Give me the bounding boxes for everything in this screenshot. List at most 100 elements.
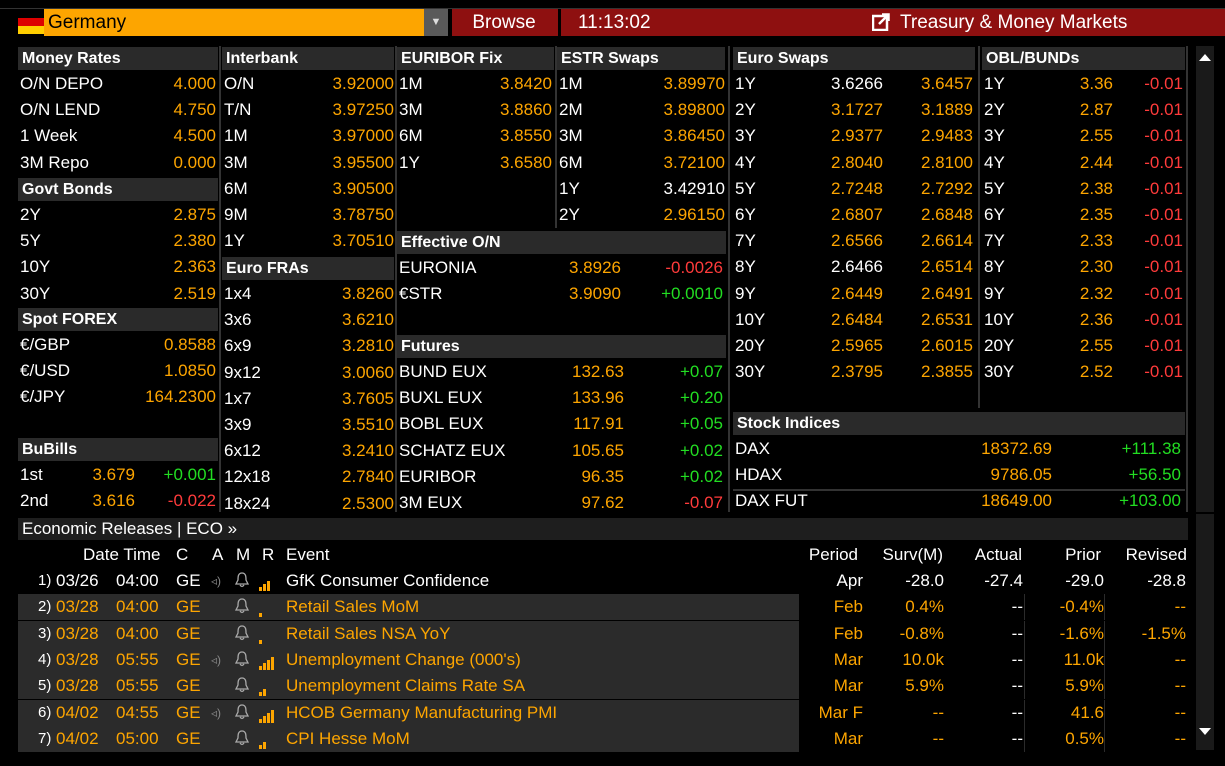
obl-bunds-row[interactable]: 7Y 2.33 -0.01 xyxy=(982,228,1185,254)
euro-fras-row[interactable]: 3x6 3.6210 xyxy=(222,307,394,333)
interbank-row[interactable]: 9M 3.78750 xyxy=(222,202,394,228)
euro-fras-row[interactable]: 12x18 2.7840 xyxy=(222,464,394,490)
govt-bonds-row[interactable]: 10Y 2.363 xyxy=(18,254,218,280)
obl-bunds-row[interactable]: 10Y 2.36 -0.01 xyxy=(982,307,1185,333)
spot-forex-row[interactable]: €/USD 1.0850 xyxy=(18,358,218,384)
money-rates-row[interactable]: O/N DEPO 4.000 xyxy=(18,71,218,97)
euro-swaps-row[interactable]: 7Y 2.6566 2.6614 xyxy=(733,228,975,254)
effective-on-row[interactable]: €STR 3.9090 +0.0010 xyxy=(397,281,726,307)
govt-bonds-row[interactable]: 2Y 2.875 xyxy=(18,202,218,228)
money-rates-row[interactable]: 1 Week 4.500 xyxy=(18,123,218,149)
euro-fras-row[interactable]: 6x12 3.2410 xyxy=(222,438,394,464)
stock-index-row[interactable]: DAX FUT 18649.00 +103.00 xyxy=(733,488,1185,514)
money-rates-row[interactable]: O/N LEND 4.750 xyxy=(18,97,218,123)
futures-row[interactable]: SCHATZ EUX 105.65 +0.02 xyxy=(397,438,726,464)
eco-row[interactable]: 6) 04/02 04:55 GE ◃) HCOB Germany Manufacturi… xyxy=(18,699,1189,729)
euro-swaps-row[interactable]: 9Y 2.6449 2.6491 xyxy=(733,281,975,307)
scroll-up-icon[interactable] xyxy=(1199,54,1211,61)
eco-header-actual[interactable]: Actual xyxy=(974,545,1022,564)
futures-row[interactable]: BUND EUX 132.63 +0.07 xyxy=(397,359,726,385)
scrollbar-top[interactable] xyxy=(1196,46,1214,512)
govt-bonds-row[interactable]: 5Y 2.380 xyxy=(18,228,218,254)
chevron-down-icon[interactable]: ▼ xyxy=(424,9,448,36)
eco-row[interactable]: 1) 03/26 04:00 GE ◃) GfK Consumer Confidence A… xyxy=(18,568,1189,597)
futures-row[interactable]: 3M EUX 97.62 -0.07 xyxy=(397,490,726,516)
interbank-row[interactable]: 6M 3.90500 xyxy=(222,176,394,202)
futures-row[interactable]: BUXL EUX 133.96 +0.20 xyxy=(397,385,726,411)
euro-swaps-row[interactable]: 4Y 2.8040 2.8100 xyxy=(733,150,975,176)
eco-row[interactable]: 4) 03/28 05:55 GE ◃) Unemployment Change (000… xyxy=(18,646,1189,676)
eco-header-datetime[interactable]: Date Time xyxy=(83,545,161,564)
interbank-row[interactable]: T/N 3.97250 xyxy=(222,97,394,123)
euribor-fix-row[interactable]: 1Y 3.6580 xyxy=(397,150,554,176)
obl-bunds-row[interactable]: 4Y 2.44 -0.01 xyxy=(982,150,1185,176)
bell-icon[interactable] xyxy=(234,676,250,702)
eco-section-title[interactable]: Economic Releases | ECO » xyxy=(18,518,1188,540)
obl-bunds-row[interactable]: 5Y 2.38 -0.01 xyxy=(982,176,1185,202)
obl-bunds-row[interactable]: 9Y 2.32 -0.01 xyxy=(982,281,1185,307)
effective-on-row[interactable]: EURONIA 3.8926 -0.0026 xyxy=(397,255,726,281)
obl-bunds-row[interactable]: 8Y 2.30 -0.01 xyxy=(982,254,1185,280)
interbank-row[interactable]: 3M 3.95500 xyxy=(222,150,394,176)
euro-swaps-row[interactable]: 10Y 2.6484 2.6531 xyxy=(733,307,975,333)
euro-fras-row[interactable]: 1x7 3.7605 xyxy=(222,386,394,412)
eco-row[interactable]: 7) 04/02 05:00 GE CPI Hesse MoM Mar -- -- 0.5% -- xyxy=(18,725,1189,755)
estr-swaps-row[interactable]: 2Y 2.96150 xyxy=(557,202,725,228)
eco-header-revised[interactable]: Revised xyxy=(1125,545,1187,564)
eco-header-a[interactable]: A xyxy=(212,545,224,564)
stock-index-row[interactable]: DAX 18372.69 +111.38 xyxy=(733,436,1185,462)
money-rates-row[interactable]: 3M Repo 0.000 xyxy=(18,150,218,176)
euro-swaps-row[interactable]: 20Y 2.5965 2.6015 xyxy=(733,333,975,359)
obl-bunds-row[interactable]: 1Y 3.36 -0.01 xyxy=(982,71,1185,97)
euro-fras-row[interactable]: 3x9 3.5510 xyxy=(222,412,394,438)
interbank-row[interactable]: O/N 3.92000 xyxy=(222,71,394,97)
futures-row[interactable]: EURIBOR 96.35 +0.02 xyxy=(397,464,726,490)
euro-swaps-row[interactable]: 8Y 2.6466 2.6514 xyxy=(733,254,975,280)
country-selector[interactable]: Germany xyxy=(44,9,424,36)
euro-swaps-row[interactable]: 2Y 3.1727 3.1889 xyxy=(733,97,975,123)
obl-bunds-row[interactable]: 20Y 2.55 -0.01 xyxy=(982,333,1185,359)
eco-header-prior[interactable]: Prior xyxy=(1065,545,1101,564)
euro-swaps-row[interactable]: 5Y 2.7248 2.7292 xyxy=(733,176,975,202)
bubills-row[interactable]: 1st 3.679 +0.001 xyxy=(18,462,218,488)
estr-swaps-row[interactable]: 2M 3.89800 xyxy=(557,97,725,123)
estr-swaps-row[interactable]: 3M 3.86450 xyxy=(557,123,725,149)
euro-swaps-row[interactable]: 3Y 2.9377 2.9483 xyxy=(733,123,975,149)
eco-header-m[interactable]: M xyxy=(236,545,251,564)
spot-forex-row[interactable]: €/GBP 0.8588 xyxy=(18,332,218,358)
euro-swaps-row[interactable]: 6Y 2.6807 2.6848 xyxy=(733,202,975,228)
euro-fras-row[interactable]: 18x24 2.5300 xyxy=(222,491,394,517)
eco-row[interactable]: 2) 03/28 04:00 GE Retail Sales MoM Feb 0.4% -- -… xyxy=(18,594,1189,623)
estr-swaps-row[interactable]: 1M 3.89970 xyxy=(557,71,725,97)
stock-index-row[interactable]: HDAX 9786.05 +56.50 xyxy=(733,462,1185,488)
bell-icon[interactable] xyxy=(234,624,250,650)
bubills-row[interactable]: 2nd 3.616 -0.022 xyxy=(18,488,218,514)
bell-icon[interactable] xyxy=(234,703,250,729)
eco-header-event[interactable]: Event xyxy=(286,545,330,564)
obl-bunds-row[interactable]: 3Y 2.55 -0.01 xyxy=(982,123,1185,149)
euribor-fix-row[interactable]: 1M 3.8420 xyxy=(397,71,554,97)
estr-swaps-row[interactable]: 1Y 3.42910 xyxy=(557,176,725,202)
eco-header-period[interactable]: Period xyxy=(808,545,858,564)
obl-bunds-row[interactable]: 30Y 2.52 -0.01 xyxy=(982,359,1185,385)
eco-header-c[interactable]: C xyxy=(176,545,189,564)
euribor-fix-row[interactable]: 3M 3.8860 xyxy=(397,97,554,123)
futures-row[interactable]: BOBL EUX 117.91 +0.05 xyxy=(397,411,726,437)
scroll-down-icon[interactable] xyxy=(1199,728,1211,735)
estr-swaps-row[interactable]: 6M 3.72100 xyxy=(557,150,725,176)
eco-row[interactable]: 5) 03/28 05:55 GE Unemployment Claims Rate S… xyxy=(18,673,1189,702)
bell-icon[interactable] xyxy=(234,650,250,676)
spot-forex-row[interactable]: €/JPY 164.2300 xyxy=(18,384,218,410)
browse-button[interactable]: Browse xyxy=(472,12,536,33)
interbank-row[interactable]: 1Y 3.70510 xyxy=(222,228,394,254)
bell-icon[interactable] xyxy=(234,571,250,597)
bell-icon[interactable] xyxy=(234,597,250,623)
scrollbar-bottom[interactable] xyxy=(1196,514,1214,750)
eco-row[interactable]: 3) 03/28 04:00 GE Retail Sales NSA YoY Feb -0.… xyxy=(18,620,1189,650)
bell-icon[interactable] xyxy=(234,729,250,755)
euribor-fix-row[interactable]: 6M 3.8550 xyxy=(397,123,554,149)
eco-header-surv[interactable]: Surv(M) xyxy=(882,545,943,564)
govt-bonds-row[interactable]: 30Y 2.519 xyxy=(18,281,218,307)
euro-fras-row[interactable]: 6x9 3.2810 xyxy=(222,333,394,359)
launch-icon[interactable] xyxy=(872,13,890,31)
